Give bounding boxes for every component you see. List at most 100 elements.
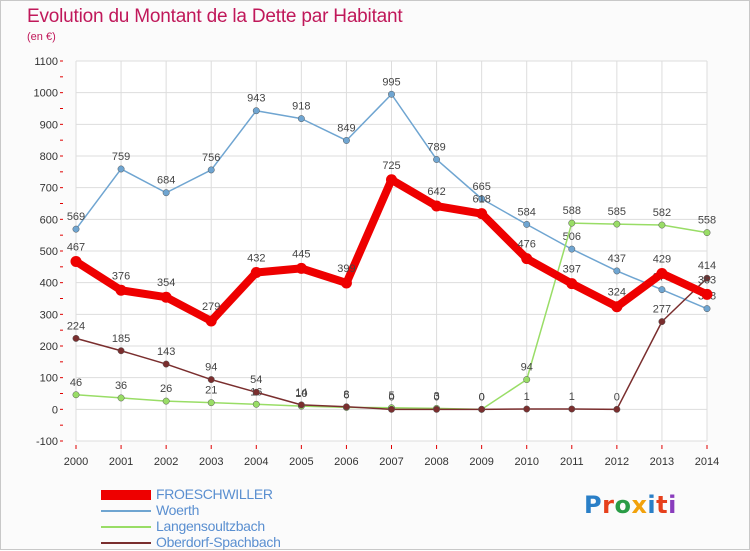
data-label: 725 [382, 160, 400, 172]
data-point [117, 347, 125, 355]
data-point [297, 115, 305, 123]
data-point [252, 400, 260, 408]
x-tick-label: 2004 [244, 456, 268, 468]
data-label: 0 [614, 391, 620, 403]
data-point [613, 220, 621, 228]
legend-swatch [101, 510, 151, 512]
data-label: 432 [247, 253, 265, 265]
data-point [701, 288, 713, 300]
data-label: 143 [157, 346, 175, 358]
data-point [523, 220, 531, 228]
x-tick-label: 2003 [199, 456, 223, 468]
data-point [566, 278, 578, 290]
data-label: 665 [472, 181, 490, 193]
series-woerth: 569 759 684 756 943 918 849 995 789 665 584 506 437 3… [67, 76, 716, 313]
data-point [342, 403, 350, 411]
x-tick-label: 2001 [109, 456, 133, 468]
data-label: 224 [67, 320, 85, 332]
data-label: 1 [569, 391, 575, 403]
data-point [611, 301, 623, 313]
data-point [388, 405, 395, 413]
y-tick-label: 600 [40, 214, 58, 226]
data-label: 584 [518, 206, 536, 218]
data-label: 558 [698, 215, 716, 227]
data-point [115, 284, 127, 296]
x-tick-label: 2008 [424, 456, 448, 468]
data-point [656, 267, 668, 279]
data-point [72, 334, 80, 342]
data-point [388, 90, 395, 98]
data-point [658, 318, 666, 326]
data-point [117, 394, 125, 402]
data-point [252, 107, 260, 115]
y-tick-label: 500 [40, 246, 58, 258]
data-point [613, 267, 621, 275]
data-label: 36 [115, 380, 127, 392]
data-point [117, 165, 125, 173]
data-point [72, 225, 80, 233]
data-label: 618 [472, 194, 490, 206]
x-tick-label: 2009 [469, 456, 493, 468]
data-point [160, 291, 172, 303]
data-point [523, 405, 531, 413]
y-tick-label: 700 [40, 183, 58, 195]
y-tick-label: 400 [40, 278, 58, 290]
data-point [207, 399, 215, 407]
y-tick-label: 900 [40, 119, 58, 131]
logo-letter: i [668, 491, 677, 519]
data-point [703, 274, 711, 282]
data-label: 399 [337, 263, 355, 275]
data-label: 376 [112, 270, 130, 282]
data-label: 6 [343, 389, 349, 401]
data-label: 476 [518, 239, 536, 251]
data-label: 0 [479, 391, 485, 403]
data-label: 414 [698, 260, 716, 272]
data-point [205, 315, 217, 327]
data-label: 8 [343, 389, 349, 401]
data-label: 569 [67, 211, 85, 223]
data-label: 1 [524, 391, 530, 403]
x-tick-label: 2013 [650, 456, 674, 468]
x-tick-label: 2002 [154, 456, 178, 468]
data-label: 397 [563, 264, 581, 276]
data-point [478, 405, 486, 413]
data-point [658, 221, 666, 229]
logo-letter: t [656, 491, 669, 519]
legend-label: FROESCHWILLER [156, 486, 273, 502]
legend-label: Woerth [156, 502, 200, 518]
data-point [207, 166, 215, 174]
data-label: 506 [563, 231, 581, 243]
data-label: 585 [608, 206, 626, 218]
y-tick-label: 0 [52, 404, 58, 416]
x-tick-label: 2012 [605, 456, 629, 468]
data-label: 26 [160, 383, 172, 395]
data-label: 54 [250, 374, 262, 386]
data-label: 684 [157, 175, 175, 187]
data-point [568, 245, 576, 253]
x-tick-label: 2011 [560, 456, 584, 468]
data-label: 759 [112, 151, 130, 163]
data-point [162, 397, 170, 405]
y-tick-label: 200 [40, 341, 58, 353]
data-point [250, 267, 262, 279]
data-point [476, 208, 488, 220]
data-point [658, 286, 666, 294]
data-label: 756 [202, 152, 220, 164]
data-label: 5 [388, 390, 394, 402]
data-point [340, 277, 352, 289]
x-tick-label: 2010 [514, 456, 538, 468]
y-tick-label: 1000 [34, 88, 58, 100]
legend-label: Oberdorf-Spachbach [156, 534, 281, 550]
data-point [521, 253, 533, 265]
data-point [703, 305, 711, 313]
legend-label: Langensoultzbach [156, 518, 265, 534]
data-point [568, 405, 576, 413]
x-tick-label: 2007 [379, 456, 403, 468]
data-label: 94 [521, 362, 533, 374]
data-label: 354 [157, 277, 175, 289]
data-label: 185 [112, 333, 130, 345]
data-point [162, 360, 170, 368]
data-label: 789 [427, 141, 445, 153]
data-label: 849 [337, 122, 355, 134]
